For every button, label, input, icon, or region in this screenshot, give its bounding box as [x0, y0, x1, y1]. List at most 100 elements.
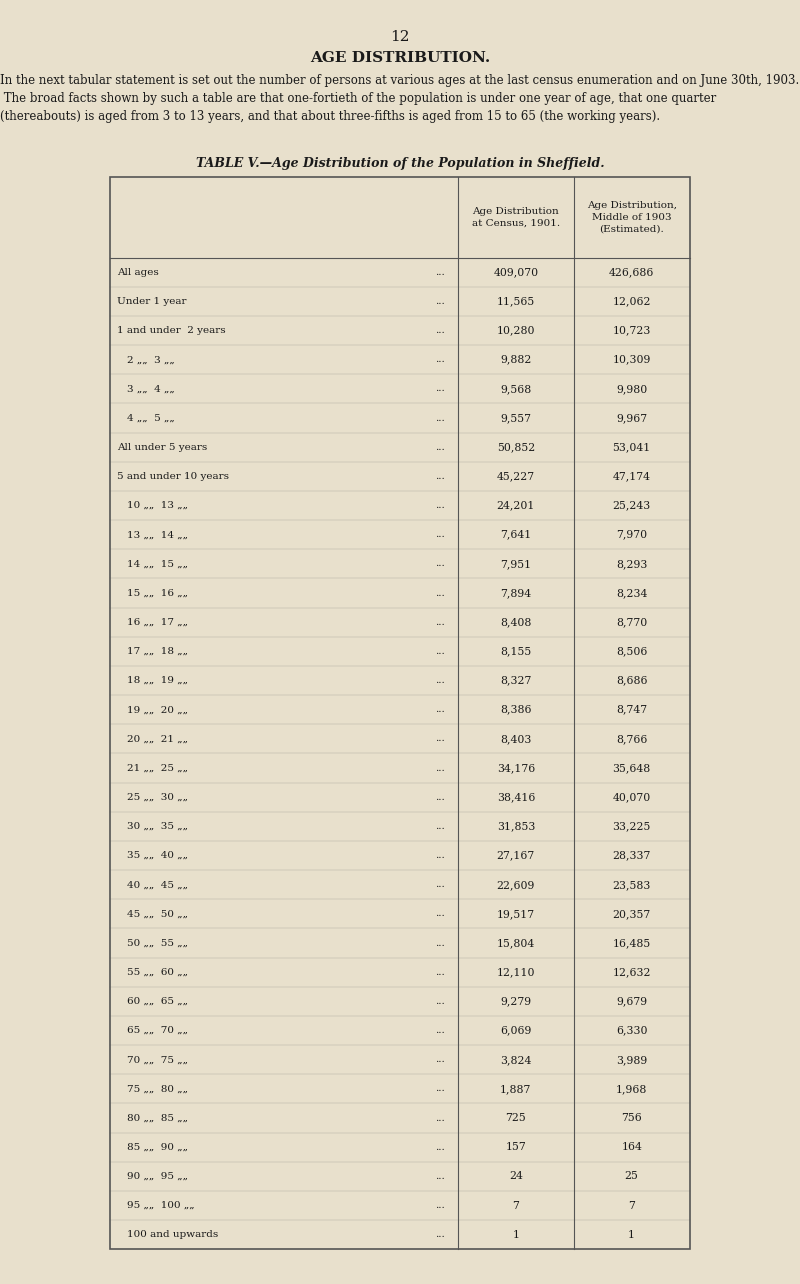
Text: 16,485: 16,485 — [613, 939, 650, 948]
Text: ...: ... — [435, 881, 445, 890]
Text: 12,062: 12,062 — [613, 297, 651, 307]
Text: Age Distribution,
Middle of 1903
(Estimated).: Age Distribution, Middle of 1903 (Estima… — [586, 202, 677, 234]
Text: 40,070: 40,070 — [613, 792, 650, 802]
Text: 1,968: 1,968 — [616, 1084, 647, 1094]
Text: 15,804: 15,804 — [497, 939, 535, 948]
Text: ...: ... — [435, 677, 445, 686]
Text: 47,174: 47,174 — [613, 471, 650, 482]
Text: 8,386: 8,386 — [500, 705, 531, 715]
Text: 70 „„  75 „„: 70 „„ 75 „„ — [127, 1055, 188, 1064]
Text: ...: ... — [435, 356, 445, 365]
Text: 4 „„  5 „„: 4 „„ 5 „„ — [127, 413, 174, 422]
Text: 10,280: 10,280 — [497, 326, 535, 335]
Text: ...: ... — [435, 996, 445, 1005]
Text: 11,565: 11,565 — [497, 297, 535, 307]
Text: ...: ... — [435, 297, 445, 306]
Text: 24: 24 — [509, 1171, 522, 1181]
Text: 7: 7 — [628, 1201, 635, 1211]
Text: ...: ... — [435, 734, 445, 743]
Text: 50 „„  55 „„: 50 „„ 55 „„ — [127, 939, 188, 948]
Text: 8,293: 8,293 — [616, 559, 647, 569]
Text: ...: ... — [435, 413, 445, 422]
Text: 35,648: 35,648 — [613, 763, 650, 773]
Text: 3,824: 3,824 — [500, 1054, 531, 1064]
Text: TABLE V.—Age Distribution of the Population in Sheffield.: TABLE V.—Age Distribution of the Populat… — [196, 157, 604, 169]
Text: 34,176: 34,176 — [497, 763, 535, 773]
Text: ...: ... — [435, 326, 445, 335]
Text: ...: ... — [435, 501, 445, 510]
Text: 12,110: 12,110 — [497, 967, 535, 977]
Text: 8,327: 8,327 — [500, 675, 531, 686]
Text: 426,686: 426,686 — [609, 267, 654, 277]
Text: All ages: All ages — [117, 267, 158, 276]
Text: 45,227: 45,227 — [497, 471, 535, 482]
Text: 10,309: 10,309 — [613, 354, 651, 365]
Text: 60 „„  65 „„: 60 „„ 65 „„ — [127, 996, 188, 1005]
Text: 3 „„  4 „„: 3 „„ 4 „„ — [127, 384, 174, 393]
Text: 8,770: 8,770 — [616, 618, 647, 627]
Text: 7,951: 7,951 — [500, 559, 531, 569]
Text: 9,679: 9,679 — [616, 996, 647, 1007]
Text: 45 „„  50 „„: 45 „„ 50 „„ — [127, 909, 188, 918]
Text: 25 „„  30 „„: 25 „„ 30 „„ — [127, 792, 188, 801]
Text: ...: ... — [435, 267, 445, 276]
Text: 1,887: 1,887 — [500, 1084, 531, 1094]
Text: 24,201: 24,201 — [497, 501, 535, 511]
Text: ...: ... — [435, 939, 445, 948]
Text: 20,357: 20,357 — [613, 909, 650, 919]
Text: 25,243: 25,243 — [613, 501, 650, 511]
Text: 756: 756 — [622, 1113, 642, 1124]
Text: ...: ... — [435, 1113, 445, 1122]
Text: 13 „„  14 „„: 13 „„ 14 „„ — [127, 530, 188, 539]
Text: 65 „„  70 „„: 65 „„ 70 „„ — [127, 1026, 188, 1035]
Text: 18 „„  19 „„: 18 „„ 19 „„ — [127, 677, 188, 686]
Text: 8,408: 8,408 — [500, 618, 531, 627]
Text: 7,641: 7,641 — [500, 530, 531, 539]
Text: 55 „„  60 „„: 55 „„ 60 „„ — [127, 968, 188, 977]
Text: ...: ... — [435, 1055, 445, 1064]
Text: ...: ... — [435, 1085, 445, 1094]
Text: 12: 12 — [390, 30, 410, 44]
Text: ...: ... — [435, 384, 445, 393]
Text: Age Distribution
at Census, 1901.: Age Distribution at Census, 1901. — [472, 207, 560, 227]
Text: 6,330: 6,330 — [616, 1026, 647, 1036]
Text: 50,852: 50,852 — [497, 442, 535, 452]
Text: 33,225: 33,225 — [613, 822, 651, 831]
Text: ...: ... — [435, 1172, 445, 1181]
Text: 95 „„  100 „„: 95 „„ 100 „„ — [127, 1201, 194, 1210]
Text: 2 „„  3 „„: 2 „„ 3 „„ — [127, 356, 174, 365]
Text: In the next tabular statement is set out the number of persons at various ages a: In the next tabular statement is set out… — [0, 74, 800, 123]
Text: 31,853: 31,853 — [497, 822, 535, 831]
Text: 164: 164 — [622, 1143, 642, 1152]
Text: 1 and under  2 years: 1 and under 2 years — [117, 326, 226, 335]
Text: ...: ... — [435, 530, 445, 539]
Text: 409,070: 409,070 — [494, 267, 538, 277]
Text: 8,506: 8,506 — [616, 646, 647, 656]
Text: ...: ... — [435, 471, 445, 482]
Text: 19 „„  20 „„: 19 „„ 20 „„ — [127, 705, 188, 714]
Text: 8,686: 8,686 — [616, 675, 647, 686]
Text: ...: ... — [435, 443, 445, 452]
Text: 8,766: 8,766 — [616, 734, 647, 743]
Text: 12,632: 12,632 — [613, 967, 651, 977]
Text: 28,337: 28,337 — [613, 850, 651, 860]
Text: ...: ... — [435, 647, 445, 656]
Text: 10,723: 10,723 — [613, 326, 651, 335]
Text: 8,403: 8,403 — [500, 734, 531, 743]
Text: 27,167: 27,167 — [497, 850, 535, 860]
Text: ...: ... — [435, 792, 445, 801]
Text: 75 „„  80 „„: 75 „„ 80 „„ — [127, 1085, 188, 1094]
Text: 5 and under 10 years: 5 and under 10 years — [117, 471, 229, 482]
Text: 9,279: 9,279 — [500, 996, 531, 1007]
Text: 7: 7 — [512, 1201, 519, 1211]
Text: 17 „„  18 „„: 17 „„ 18 „„ — [127, 647, 188, 656]
Text: ...: ... — [435, 560, 445, 569]
Text: 9,882: 9,882 — [500, 354, 531, 365]
Text: ...: ... — [435, 851, 445, 860]
Text: All under 5 years: All under 5 years — [117, 443, 207, 452]
Text: 38,416: 38,416 — [497, 792, 535, 802]
Text: ...: ... — [435, 1230, 445, 1239]
Text: ...: ... — [435, 705, 445, 714]
Text: 1: 1 — [628, 1230, 635, 1240]
Text: ...: ... — [435, 1026, 445, 1035]
